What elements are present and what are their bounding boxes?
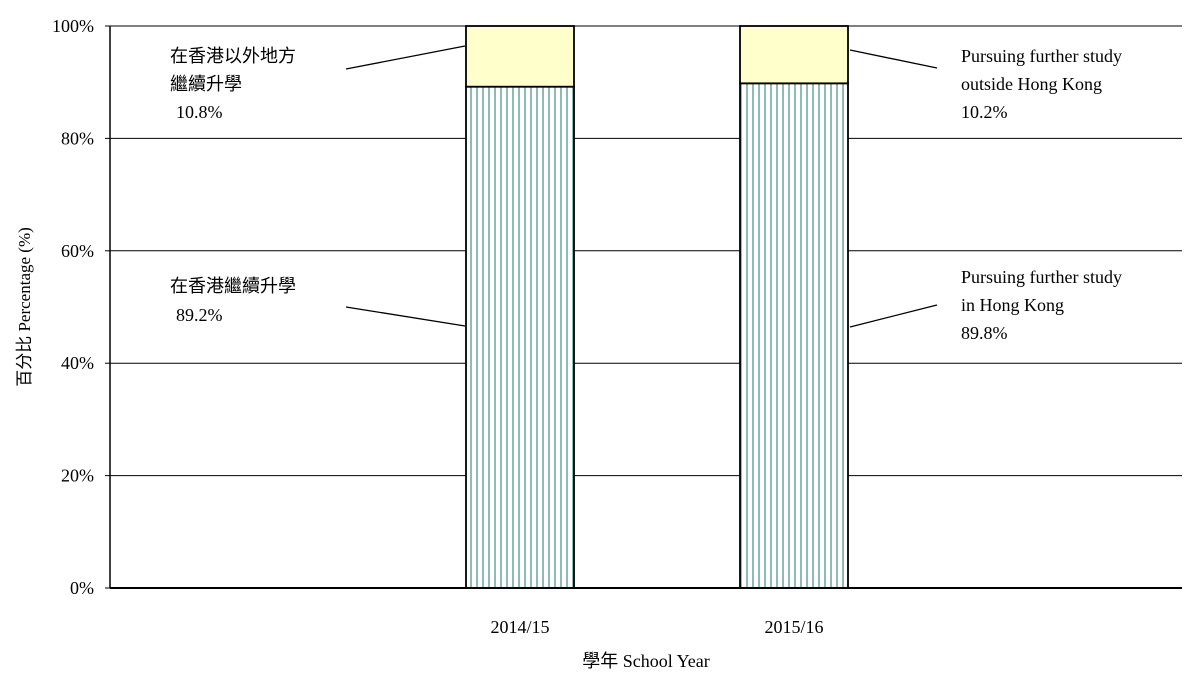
annotation-label: Pursuing further study in Hong Kong 89.8% (961, 267, 1122, 343)
annotation-label: 在香港繼續升學 89.2% (170, 276, 296, 325)
annotation-line: Pursuing further study (961, 46, 1122, 66)
annotation-leader-line (345, 45, 466, 70)
x-tick-label: 2014/15 (490, 617, 549, 637)
annotation-leader-line (849, 304, 938, 328)
annotation-line: 89.2% (176, 305, 223, 325)
x-axis-label: 學年 School Year (582, 651, 710, 671)
annotation-line: outside Hong Kong (961, 74, 1102, 94)
y-tick-label: 100% (52, 16, 94, 36)
y-axis-label: 百分比 Percentage (%) (15, 227, 34, 387)
annotation-leader-line (345, 306, 466, 327)
annotation-leader-line (849, 49, 938, 69)
annotation-line: 89.8% (961, 323, 1008, 343)
bar-segment (739, 82, 849, 589)
annotation-line: Pursuing further study (961, 267, 1122, 287)
bar-segment (739, 25, 849, 85)
annotation-line: 繼續升學 (170, 74, 242, 94)
y-tick-label: 20% (61, 466, 94, 486)
y-tick-label: 60% (61, 241, 94, 261)
y-tick-label: 80% (61, 128, 94, 148)
annotation-line: 在香港以外地方 (170, 46, 296, 66)
annotation-line: 10.2% (961, 102, 1008, 122)
annotation-label: 在香港以外地方繼續升學 10.8% (170, 46, 296, 122)
y-tick-label: 40% (61, 353, 94, 373)
bar-segment (465, 85, 575, 589)
annotation-line: 在香港繼續升學 (170, 276, 296, 296)
x-tick-label: 2015/16 (764, 617, 823, 637)
annotation-line: 10.8% (176, 102, 223, 122)
bar-segment (465, 25, 575, 88)
annotation-label: Pursuing further study outside Hong Kong 1… (961, 46, 1122, 122)
y-tick-label: 0% (70, 578, 94, 598)
annotation-line: in Hong Kong (961, 295, 1064, 315)
